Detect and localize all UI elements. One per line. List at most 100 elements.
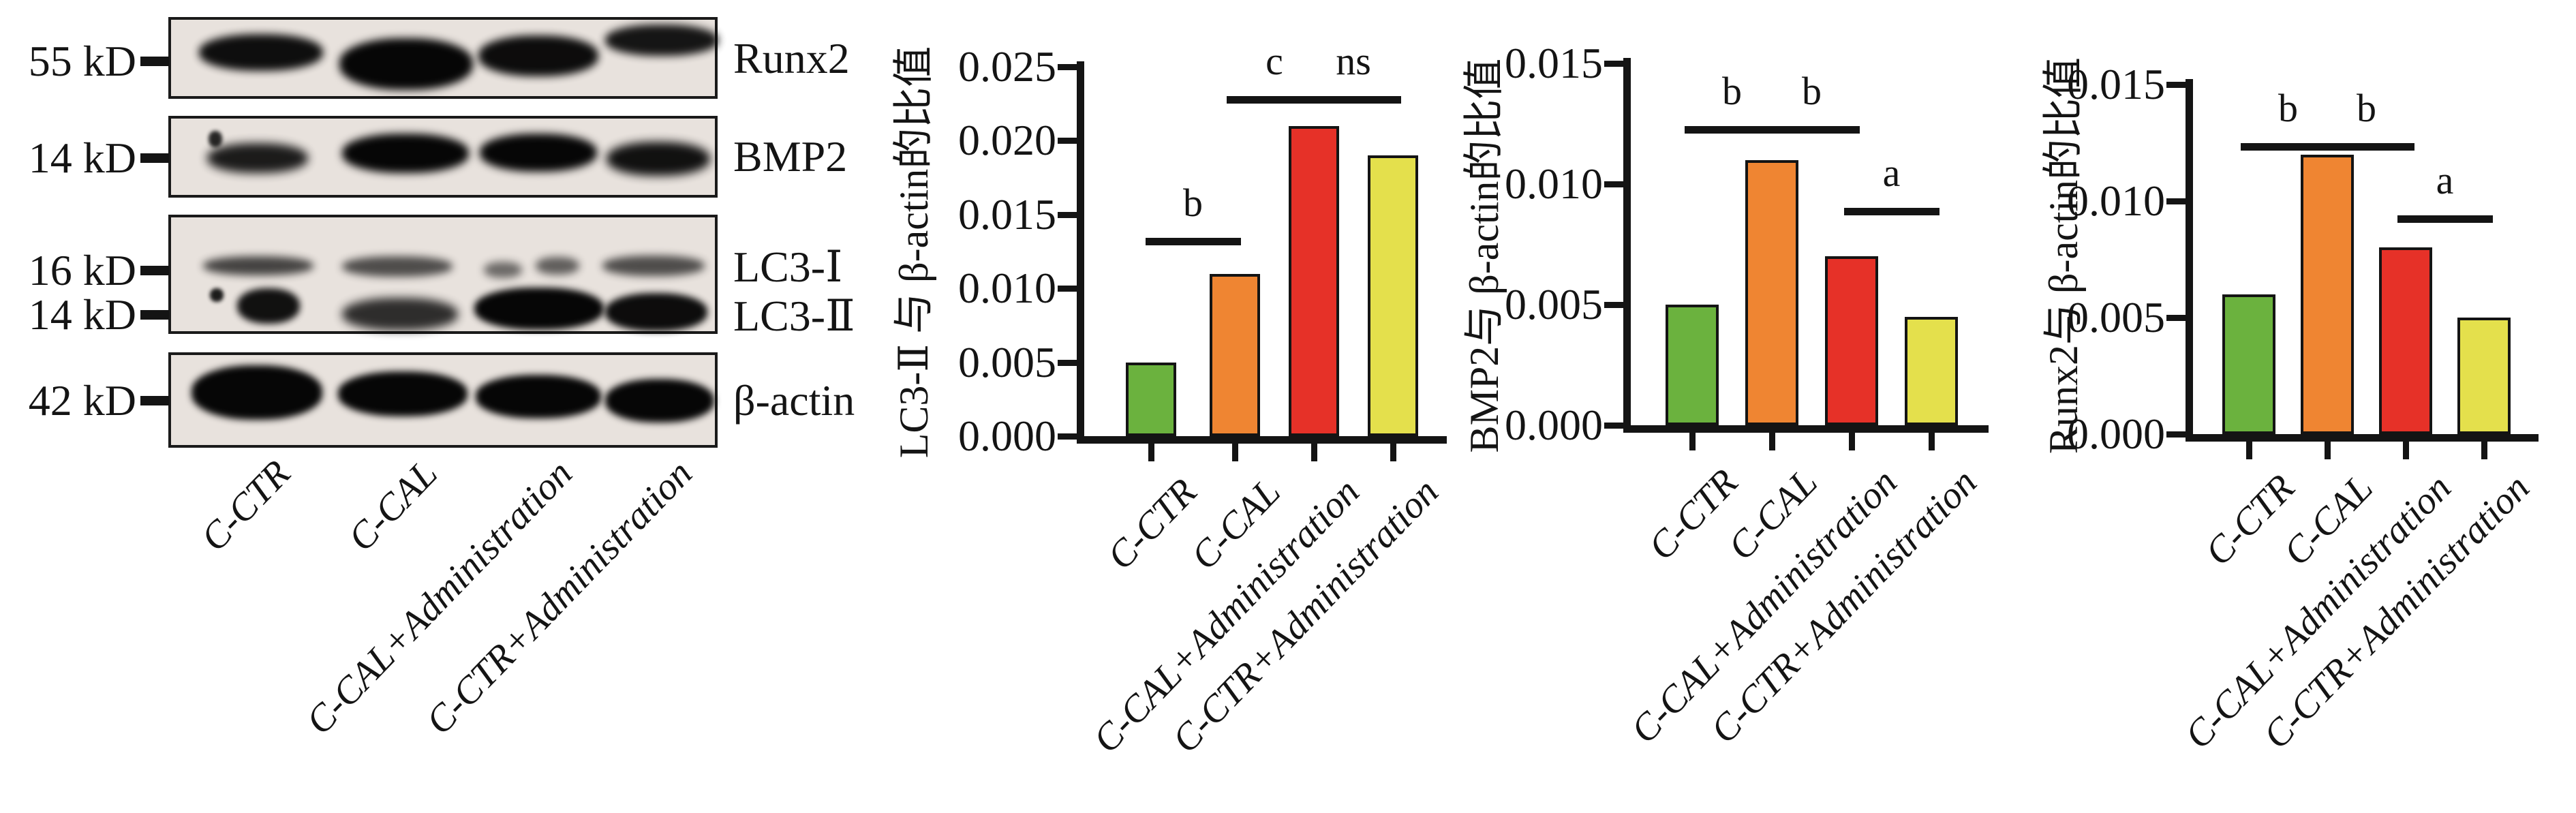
x-axis-line (2186, 434, 2539, 442)
x-tick-label-c-ctr-administration: C-CTR+Administration (2071, 466, 2539, 757)
y-tick (1058, 138, 1077, 144)
x-tick (1769, 433, 1775, 450)
protein-label-lc3: LC3-Ⅰ (733, 243, 843, 291)
y-tick (1058, 286, 1077, 292)
protein-label-actin: β-actin (733, 376, 855, 425)
y-tick-label: 0.025 (958, 42, 1056, 91)
blot-band (605, 25, 718, 56)
y-tick (2166, 198, 2186, 204)
blot-band (199, 34, 323, 71)
y-tick-label: 0.010 (2067, 177, 2165, 225)
bar-c-cal (2301, 155, 2354, 434)
mw-tick-dash (140, 266, 169, 275)
y-axis-line (1623, 58, 1631, 433)
y-tick-label: 0.005 (958, 337, 1056, 386)
significance-line (1684, 126, 1780, 134)
blot-band (476, 375, 601, 418)
protein-label-bmp2: BMP2 (733, 132, 848, 181)
significance-label: b (1802, 69, 1822, 114)
y-tick (2166, 431, 2186, 438)
blot-band (605, 293, 707, 331)
protein-label-lc3: LC3-Ⅱ (733, 292, 855, 340)
bar-c-cal (1210, 274, 1260, 436)
blot-band (478, 35, 598, 76)
blot-band (237, 288, 300, 324)
significance-line (1843, 208, 1939, 216)
y-tick-label: 0.010 (1505, 159, 1603, 208)
y-tick-label: 0.005 (1505, 280, 1603, 328)
blot-band (209, 131, 222, 147)
y-tick (1058, 64, 1077, 70)
y-axis-title: Runx2与 β-actin的比值 (2041, 57, 2086, 455)
blot-band (191, 365, 322, 420)
bar-c-ctr-administration (1368, 155, 1418, 436)
bar-c-cal-administration (1825, 256, 1878, 425)
y-tick (1058, 359, 1077, 366)
bar-c-cal-administration (2379, 247, 2432, 434)
y-tick-label: 0.015 (2067, 60, 2165, 108)
x-tick (2325, 442, 2331, 459)
blot-band (474, 288, 604, 330)
x-axis-line (1077, 436, 1447, 444)
mw-tick-dash (140, 57, 169, 66)
bar-c-ctr (1666, 305, 1719, 425)
y-tick (1604, 181, 1623, 187)
significance-label: a (2436, 157, 2454, 202)
x-tick (1311, 444, 1317, 461)
blot-band (480, 134, 597, 172)
blot-band (605, 379, 714, 423)
y-tick-label: 0.000 (1505, 401, 1603, 449)
blot-band (602, 256, 705, 276)
bar-c-ctr-administration (2457, 318, 2511, 434)
protein-label-runx2: Runx2 (733, 34, 850, 82)
blot-band (607, 142, 710, 176)
y-tick-label: 0.010 (958, 264, 1056, 313)
mw-tick-dash (140, 310, 169, 320)
x-tick (2246, 442, 2252, 459)
significance-label: b (1722, 69, 1742, 114)
blot-band (536, 257, 579, 275)
y-tick (1058, 211, 1077, 218)
significance-line (1764, 126, 1860, 134)
x-tick (2403, 442, 2409, 459)
y-tick-label: 0.020 (958, 116, 1056, 165)
significance-line (1227, 96, 1322, 104)
y-tick (1604, 302, 1623, 308)
bar-c-ctr-administration (1905, 317, 1958, 425)
y-tick (1604, 423, 1623, 429)
mw-label-actin: 42 kD (28, 376, 136, 425)
bar-c-cal-administration (1289, 126, 1339, 436)
significance-label: ns (1336, 39, 1371, 84)
blot-band (207, 143, 308, 173)
mw-tick-dash (140, 153, 169, 163)
significance-line (2240, 142, 2336, 151)
bar-c-ctr (2222, 294, 2275, 434)
mw-label-runx2: 55 kD (28, 37, 136, 85)
bar-c-ctr (1126, 363, 1176, 436)
y-tick-label: 0.015 (958, 189, 1056, 239)
mw-tick-dash (140, 396, 169, 405)
significance-label: b (1183, 181, 1203, 226)
y-tick (1058, 433, 1077, 440)
mw-label-bmp2: 14 kD (28, 134, 136, 182)
significance-label: a (1882, 151, 1901, 196)
y-tick-label: 0.005 (2067, 293, 2165, 341)
significance-line (1306, 96, 1401, 104)
x-tick (1390, 444, 1396, 461)
y-tick-label: 0.000 (2067, 410, 2165, 458)
bar-c-cal (1745, 160, 1798, 425)
y-tick (2166, 315, 2186, 321)
x-tick (1148, 444, 1154, 461)
blot-band (342, 298, 458, 331)
blot-band (339, 38, 473, 90)
y-axis-line (2186, 79, 2193, 442)
mw-label-lc3: 14 kD (28, 290, 136, 339)
blot-band (338, 371, 467, 416)
y-tick-label: 0.000 (958, 412, 1056, 460)
x-axis-line (1623, 425, 1989, 433)
blot-band (210, 288, 224, 302)
